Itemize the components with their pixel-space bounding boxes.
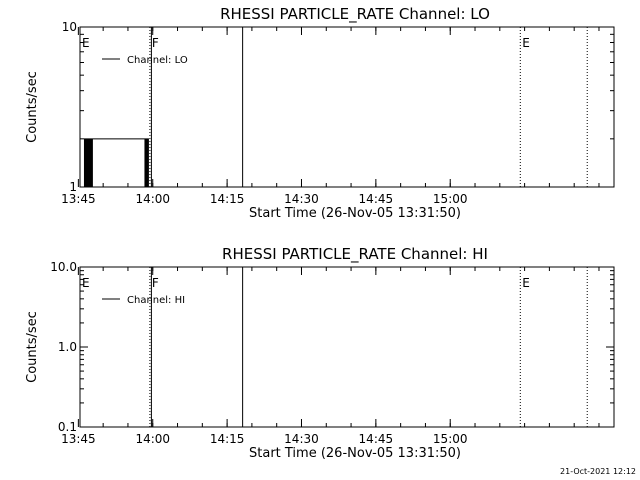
chart-title: RHESSI PARTICLE_RATE Channel: HI [222, 245, 488, 264]
marker-label: E [522, 36, 530, 50]
legend-label: Channel: HI [127, 295, 185, 306]
marker-label: F [152, 36, 159, 50]
y-axis-label: Counts/sec [25, 71, 40, 143]
x-tick-label: 13:45 [61, 432, 96, 446]
marker-label: E [82, 276, 90, 290]
legend-label: Channel: LO [127, 55, 188, 66]
chart-title: RHESSI PARTICLE_RATE Channel: LO [220, 5, 490, 24]
plot-frame [79, 266, 615, 428]
x-tick-label: 13:45 [61, 192, 96, 206]
x-tick-label: 14:15 [210, 192, 245, 206]
x-tick-label: 15:00 [433, 432, 468, 446]
x-tick-label: 14:00 [135, 432, 170, 446]
x-axis-label: Start Time (26-Nov-05 13:31:50) [249, 206, 461, 221]
x-tick-label: 14:00 [135, 192, 170, 206]
footer-timestamp: 21-Oct-2021 12:12 [560, 467, 636, 476]
y-tick-label: 1 [69, 180, 77, 194]
x-tick-label: 14:30 [284, 192, 319, 206]
x-tick-label: 14:45 [359, 432, 394, 446]
x-tick-label: 14:15 [210, 432, 245, 446]
series-line [83, 138, 149, 188]
y-axis-label: Counts/sec [25, 311, 40, 383]
y-tick-label: 0.1 [58, 420, 77, 434]
plot-frame [79, 26, 615, 188]
x-tick-label: 14:30 [284, 432, 319, 446]
lo-channel-panel: RHESSI PARTICLE_RATE Channel: LO 13:45 14:… [25, 5, 615, 221]
x-axis-label: Start Time (26-Nov-05 13:31:50) [249, 446, 461, 461]
y-tick-label: 10 [62, 20, 77, 34]
marker-label: E [82, 36, 90, 50]
hi-channel-panel: RHESSI PARTICLE_RATE Channel: HI 13:45 14:… [25, 245, 615, 461]
x-tick-label: 15:00 [433, 192, 468, 206]
marker-label: F [152, 276, 159, 290]
y-tick-label: 1.0 [58, 340, 77, 354]
x-tick-label: 14:45 [359, 192, 394, 206]
marker-label: E [522, 276, 530, 290]
y-tick-label: 10.0 [50, 260, 77, 274]
